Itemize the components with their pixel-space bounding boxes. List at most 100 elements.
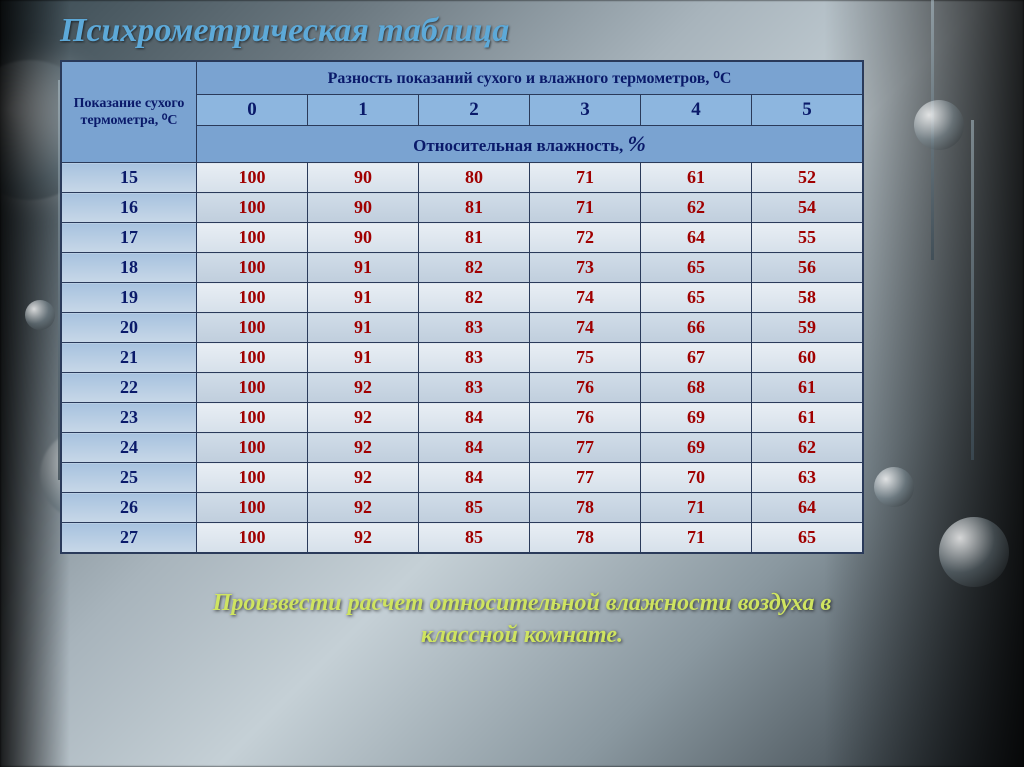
humidity-value: 60 bbox=[752, 343, 863, 373]
humidity-value: 92 bbox=[308, 523, 419, 553]
humidity-value: 70 bbox=[641, 463, 752, 493]
humidity-value: 74 bbox=[530, 313, 641, 343]
table-row: 241009284776962 bbox=[62, 433, 863, 463]
row-temp-label: 24 bbox=[62, 433, 197, 463]
humidity-value: 100 bbox=[197, 283, 308, 313]
humidity-value: 91 bbox=[308, 253, 419, 283]
humidity-value: 56 bbox=[752, 253, 863, 283]
row-temp-label: 25 bbox=[62, 463, 197, 493]
humidity-value: 100 bbox=[197, 403, 308, 433]
humidity-value: 71 bbox=[530, 163, 641, 193]
table-row: 171009081726455 bbox=[62, 223, 863, 253]
humidity-value: 83 bbox=[419, 313, 530, 343]
humidity-value: 64 bbox=[641, 223, 752, 253]
humidity-value: 92 bbox=[308, 493, 419, 523]
diff-col-5: 5 bbox=[752, 95, 863, 126]
humidity-value: 84 bbox=[419, 463, 530, 493]
row-temp-label: 23 bbox=[62, 403, 197, 433]
diff-header: Разность показаний сухого и влажного тер… bbox=[197, 62, 863, 95]
table-row: 261009285787164 bbox=[62, 493, 863, 523]
humidity-value: 65 bbox=[641, 283, 752, 313]
humidity-value: 100 bbox=[197, 253, 308, 283]
humidity-value: 92 bbox=[308, 463, 419, 493]
row-temp-label: 18 bbox=[62, 253, 197, 283]
humidity-value: 69 bbox=[641, 403, 752, 433]
humidity-value: 92 bbox=[308, 433, 419, 463]
table-row: 211009183756760 bbox=[62, 343, 863, 373]
humidity-value: 64 bbox=[752, 493, 863, 523]
humidity-value: 78 bbox=[530, 523, 641, 553]
row-temp-label: 27 bbox=[62, 523, 197, 553]
humidity-value: 85 bbox=[419, 493, 530, 523]
humidity-value: 100 bbox=[197, 313, 308, 343]
humidity-value: 100 bbox=[197, 523, 308, 553]
humidity-value: 84 bbox=[419, 403, 530, 433]
humidity-value: 76 bbox=[530, 403, 641, 433]
row-temp-label: 21 bbox=[62, 343, 197, 373]
humidity-value: 61 bbox=[641, 163, 752, 193]
humidity-value: 82 bbox=[419, 253, 530, 283]
humidity-value: 100 bbox=[197, 343, 308, 373]
humidity-value: 67 bbox=[641, 343, 752, 373]
humidity-value: 83 bbox=[419, 373, 530, 403]
humidity-value: 71 bbox=[641, 523, 752, 553]
humidity-value: 65 bbox=[752, 523, 863, 553]
humidity-value: 100 bbox=[197, 223, 308, 253]
table-row: 271009285787165 bbox=[62, 523, 863, 553]
row-temp-label: 17 bbox=[62, 223, 197, 253]
humidity-value: 91 bbox=[308, 343, 419, 373]
diff-col-2: 2 bbox=[419, 95, 530, 126]
humidity-value: 90 bbox=[308, 193, 419, 223]
humidity-value: 75 bbox=[530, 343, 641, 373]
table-row: 201009183746659 bbox=[62, 313, 863, 343]
humidity-value: 71 bbox=[530, 193, 641, 223]
humidity-value: 54 bbox=[752, 193, 863, 223]
row-temp-label: 20 bbox=[62, 313, 197, 343]
rel-humidity-header: Относительная влажность, % bbox=[197, 126, 863, 163]
humidity-value: 77 bbox=[530, 463, 641, 493]
table-row: 191009182746558 bbox=[62, 283, 863, 313]
diff-col-1: 1 bbox=[308, 95, 419, 126]
humidity-value: 74 bbox=[530, 283, 641, 313]
humidity-value: 85 bbox=[419, 523, 530, 553]
diff-col-0: 0 bbox=[197, 95, 308, 126]
humidity-value: 82 bbox=[419, 283, 530, 313]
humidity-value: 62 bbox=[752, 433, 863, 463]
diff-col-4: 4 bbox=[641, 95, 752, 126]
humidity-value: 80 bbox=[419, 163, 530, 193]
diff-col-3: 3 bbox=[530, 95, 641, 126]
humidity-value: 81 bbox=[419, 223, 530, 253]
row-temp-label: 22 bbox=[62, 373, 197, 403]
table-row: 151009080716152 bbox=[62, 163, 863, 193]
humidity-value: 92 bbox=[308, 403, 419, 433]
humidity-value: 61 bbox=[752, 403, 863, 433]
humidity-value: 58 bbox=[752, 283, 863, 313]
humidity-value: 52 bbox=[752, 163, 863, 193]
table-row: 161009081716254 bbox=[62, 193, 863, 223]
humidity-value: 92 bbox=[308, 373, 419, 403]
humidity-value: 91 bbox=[308, 313, 419, 343]
humidity-value: 69 bbox=[641, 433, 752, 463]
row-temp-label: 16 bbox=[62, 193, 197, 223]
humidity-value: 100 bbox=[197, 163, 308, 193]
humidity-value: 63 bbox=[752, 463, 863, 493]
humidity-value: 83 bbox=[419, 343, 530, 373]
footer-instruction: Произвести расчет относительной влажност… bbox=[60, 587, 984, 652]
psychrometric-table: Показание сухого термометра, ⁰С Разность… bbox=[61, 61, 863, 553]
humidity-value: 68 bbox=[641, 373, 752, 403]
table-row: 181009182736556 bbox=[62, 253, 863, 283]
row-temp-label: 19 bbox=[62, 283, 197, 313]
humidity-value: 100 bbox=[197, 193, 308, 223]
humidity-value: 55 bbox=[752, 223, 863, 253]
humidity-value: 62 bbox=[641, 193, 752, 223]
humidity-value: 100 bbox=[197, 493, 308, 523]
humidity-value: 81 bbox=[419, 193, 530, 223]
humidity-value: 59 bbox=[752, 313, 863, 343]
humidity-value: 65 bbox=[641, 253, 752, 283]
humidity-value: 76 bbox=[530, 373, 641, 403]
humidity-value: 71 bbox=[641, 493, 752, 523]
humidity-value: 77 bbox=[530, 433, 641, 463]
table-row: 251009284777063 bbox=[62, 463, 863, 493]
humidity-value: 78 bbox=[530, 493, 641, 523]
psychrometric-table-container: Показание сухого термометра, ⁰С Разность… bbox=[60, 60, 864, 554]
